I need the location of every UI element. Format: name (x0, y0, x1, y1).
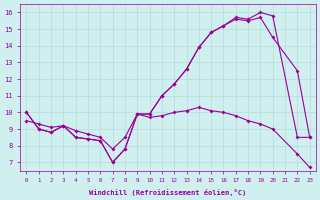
X-axis label: Windchill (Refroidissement éolien,°C): Windchill (Refroidissement éolien,°C) (90, 189, 247, 196)
